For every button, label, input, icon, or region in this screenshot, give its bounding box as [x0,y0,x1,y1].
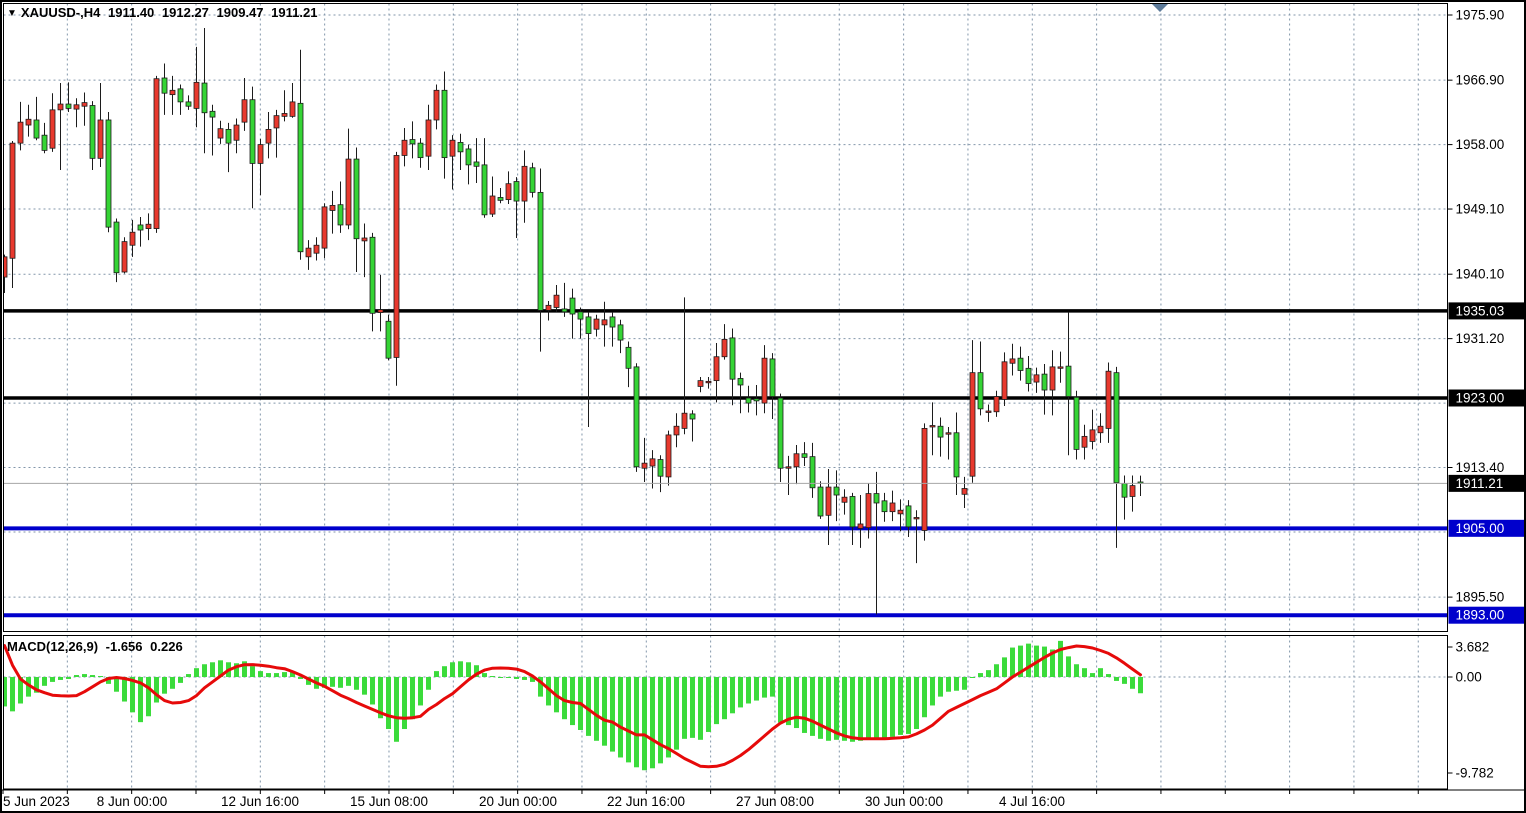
price-badge: 1911.21 [1448,474,1526,492]
svg-text:1935.03: 1935.03 [1456,303,1505,318]
ohlc-low: 1909.47 [216,5,264,20]
price-badge: 1893.00 [1448,606,1526,624]
svg-text:1966.90: 1966.90 [1456,73,1505,88]
svg-text:30 Jun 00:00: 30 Jun 00:00 [865,794,943,809]
svg-text:22 Jun 16:00: 22 Jun 16:00 [607,794,685,809]
symbol-ohlc-header: ▼ XAUUSD-,H4 1911.40 1912.27 1909.47 1911… [7,5,321,20]
macd-histogram [3,640,1143,771]
symbol-period-label: XAUUSD-,H4 [20,5,101,20]
chart-shift-marker-icon [1152,4,1168,12]
svg-text:1911.21: 1911.21 [1456,476,1504,491]
svg-text:5 Jun 2023: 5 Jun 2023 [3,794,70,809]
price-badge: 1923.00 [1448,389,1526,407]
svg-text:1975.90: 1975.90 [1456,8,1505,23]
svg-text:1895.50: 1895.50 [1456,590,1505,605]
candles [3,28,1144,615]
symbol-marker-icon: ▼ [7,8,17,19]
support-resistance-lines[interactable] [3,309,1448,618]
svg-text:1958.00: 1958.00 [1456,137,1505,152]
ohlc-open: 1911.40 [108,5,155,20]
svg-text:1949.10: 1949.10 [1456,202,1505,217]
macd-signal-value: 0.226 [150,639,183,654]
svg-text:15 Jun 08:00: 15 Jun 08:00 [350,794,428,809]
time-axis[interactable]: 5 Jun 2023 8 Jun 00:00 12 Jun 16:00 15 Jun … [0,789,1526,809]
svg-text:12 Jun 16:00: 12 Jun 16:00 [221,794,299,809]
price-pane-border [3,3,1448,632]
macd-signal-line [3,644,1142,769]
svg-text:-9.782: -9.782 [1456,766,1494,781]
svg-text:1940.10: 1940.10 [1456,267,1505,282]
macd-main-value: -1.656 [105,639,143,654]
svg-text:1931.20: 1931.20 [1456,331,1505,346]
ohlc-close: 1911.21 [271,5,318,20]
svg-text:4 Jul 16:00: 4 Jul 16:00 [999,794,1065,809]
svg-text:8 Jun 00:00: 8 Jun 00:00 [97,794,168,809]
svg-text:3.682: 3.682 [1456,640,1490,655]
svg-text:1913.40: 1913.40 [1456,460,1505,475]
macd-pane-border [3,635,1448,790]
ohlc-high: 1912.27 [161,5,209,20]
svg-text:0.00: 0.00 [1456,670,1482,685]
svg-text:1893.00: 1893.00 [1456,608,1505,623]
svg-text:1923.00: 1923.00 [1456,391,1505,406]
price-axis[interactable]: 1975.90 1966.90 1958.00 1949.10 1940.10 1931.… [1447,8,1526,624]
price-badge: 1905.00 [1448,519,1526,537]
macd-label: MACD(12,26,9) [7,639,99,654]
svg-text:20 Jun 00:00: 20 Jun 00:00 [479,794,557,809]
macd-indicator-header: MACD(12,26,9) -1.656 0.226 [7,639,187,654]
price-badge: 1935.03 [1448,302,1526,320]
macd-axis[interactable]: 3.682 0.00 -9.782 [1447,640,1494,781]
svg-text:1905.00: 1905.00 [1456,521,1505,536]
svg-text:27 Jun 08:00: 27 Jun 08:00 [736,794,814,809]
